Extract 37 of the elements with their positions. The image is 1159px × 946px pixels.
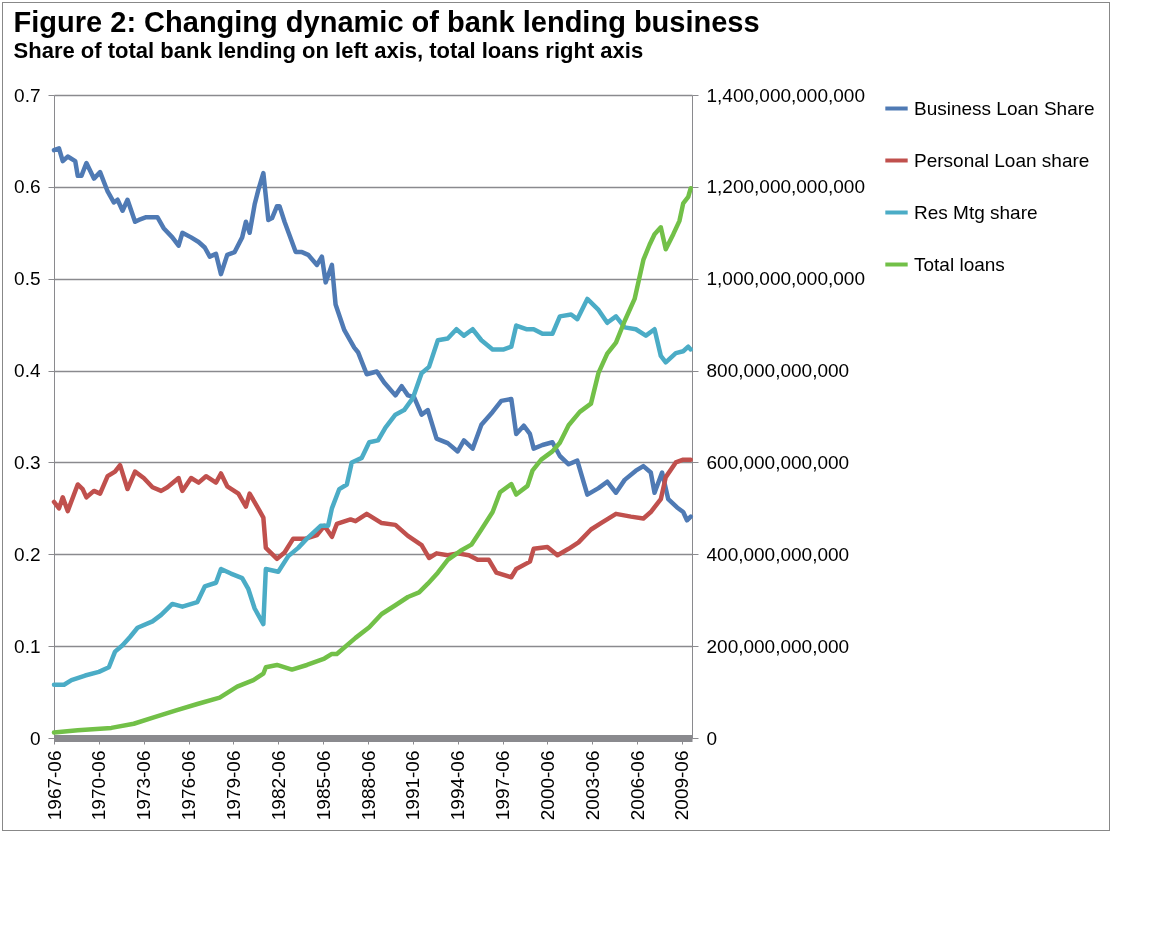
x-tick-label: 1970-06	[88, 750, 110, 821]
y-tick-label: 0.2	[14, 543, 41, 565]
legend-label: Business Loan Share	[914, 97, 1095, 119]
y-tick-label: 0.5	[14, 268, 41, 290]
y2-tick-label: 200,000,000,000	[706, 635, 850, 657]
y2-tick-label: 400,000,000,000	[706, 543, 850, 565]
y2-tick-label: 800,000,000,000	[706, 360, 850, 382]
x-tick-label: 1976-06	[178, 750, 200, 821]
y2-tick-label: 0	[706, 727, 718, 749]
x-tick-label: 1985-06	[312, 750, 334, 821]
x-tick-label: 1973-06	[133, 750, 155, 821]
y2-tick-label: 1,000,000,000,000	[706, 268, 865, 290]
y2-tick-label: 1,400,000,000,000	[706, 84, 865, 106]
y-tick-label: 0.3	[14, 451, 41, 473]
x-tick-label: 2003-06	[581, 750, 603, 821]
x-tick-label: 2009-06	[671, 750, 693, 821]
legend-label: Total loans	[914, 253, 1005, 275]
x-tick-label: 1991-06	[402, 750, 424, 821]
x-tick-label: 1979-06	[222, 750, 244, 821]
legend-label: Res Mtg share	[914, 201, 1038, 223]
x-tick-label: 2000-06	[536, 750, 558, 821]
y-tick-label: 0.6	[14, 176, 41, 198]
y2-tick-label: 1,200,000,000,000	[706, 176, 865, 198]
x-tick-label: 2006-06	[626, 750, 648, 821]
y-tick-label: 0.1	[14, 635, 41, 657]
x-tick-label: 1967-06	[43, 750, 65, 821]
y2-tick-label: 600,000,000,000	[706, 451, 850, 473]
chart-title: Figure 2: Changing dynamic of bank lending business	[13, 6, 760, 38]
x-tick-label: 1982-06	[267, 750, 289, 821]
legend-label: Personal Loan share	[914, 149, 1090, 171]
x-tick-label: 1988-06	[357, 750, 379, 821]
y-tick-label: 0.4	[14, 360, 41, 382]
x-tick-label: 1994-06	[447, 750, 469, 821]
x-tick-label: 1997-06	[492, 750, 514, 821]
chart-subtitle: Share of total bank lending on left axis, total loans right axis	[13, 38, 644, 63]
y-tick-label: 0.7	[14, 84, 41, 106]
y-tick-label: 0	[29, 727, 41, 749]
